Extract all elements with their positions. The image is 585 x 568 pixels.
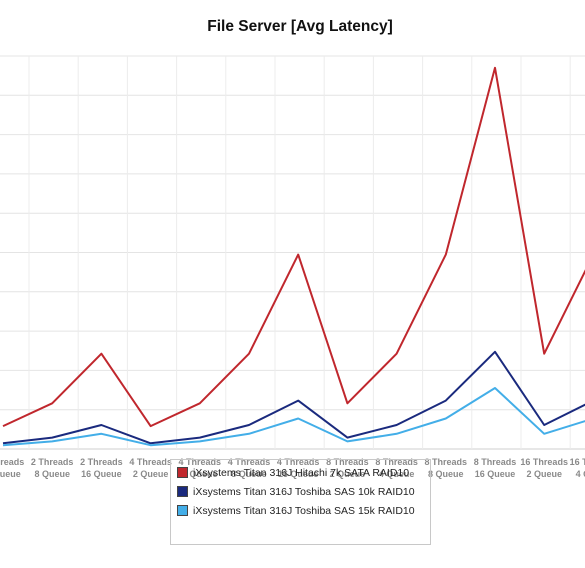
series-lines	[2, 66, 585, 447]
x-tick-label: 2 Threads 16 Queue	[80, 457, 123, 479]
x-tick-label: 4 Threads 16 Queue	[277, 457, 320, 479]
x-tick-label: 4 Threads 8 Queue	[228, 457, 271, 479]
x-tick-label: 8 Threads 2 Queue	[326, 457, 369, 479]
x-tick-label: 4 Threads 2 Queue	[129, 457, 172, 479]
x-tick-label: 4 Threads 4 Queue	[179, 457, 222, 479]
legend-swatch	[177, 505, 188, 516]
legend-item: iXsystems Titan 316J Toshiba SAS 15k RAI…	[177, 501, 424, 520]
legend: iXsystems Titan 316J Hitachi 7k SATA RAI…	[170, 459, 431, 545]
legend-swatch	[177, 486, 188, 497]
chart-title: File Server [Avg Latency]	[207, 18, 393, 35]
legend-item: iXsystems Titan 316J Hitachi 7k SATA RAI…	[177, 463, 424, 482]
x-tick-label: 8 Threads 4 Queue	[375, 457, 418, 479]
legend-swatch	[177, 467, 188, 478]
x-tick-label: 8 Threads 8 Queue	[425, 457, 468, 479]
legend-label: iXsystems Titan 316J Toshiba SAS 10k RAI…	[193, 485, 415, 498]
series-line	[2, 66, 585, 428]
legend-label: iXsystems Titan 316J Hitachi 7k SATA RAI…	[193, 466, 410, 479]
legend-item: iXsystems Titan 316J Toshiba SAS 10k RAI…	[177, 482, 424, 501]
x-tick-label: 8 Threads 16 Queue	[474, 457, 517, 479]
series-line	[2, 387, 585, 447]
grid-lines	[0, 55, 585, 450]
legend-label: iXsystems Titan 316J Toshiba SAS 15k RAI…	[193, 504, 415, 517]
series-line	[2, 350, 585, 445]
x-tick-label: 16 Threads 2 Queue	[520, 457, 568, 479]
x-tick-label: 2 Threads 8 Queue	[31, 457, 74, 479]
